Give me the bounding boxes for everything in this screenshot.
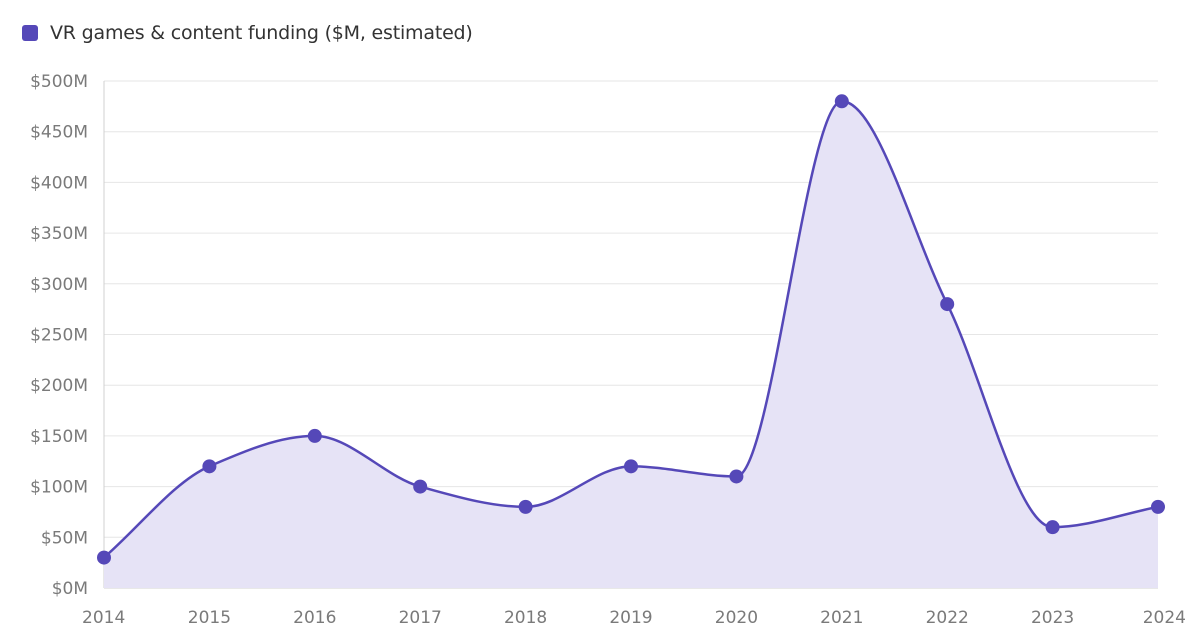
x-tick-label: 2015: [188, 608, 231, 628]
y-tick-label: $50M: [41, 528, 88, 548]
legend-swatch: [22, 25, 38, 41]
y-tick-label: $250M: [30, 326, 88, 346]
legend-label: VR games & content funding ($M, estimate…: [50, 22, 473, 44]
data-point[interactable]: [518, 499, 533, 514]
y-tick-label: $150M: [30, 427, 88, 447]
x-tick-label: 2021: [820, 608, 863, 628]
legend: VR games & content funding ($M, estimate…: [22, 22, 473, 44]
y-tick-label: $500M: [30, 72, 88, 92]
area-layer: [104, 101, 1158, 588]
point-layer: [97, 94, 1165, 565]
data-point[interactable]: [413, 479, 428, 494]
data-point[interactable]: [940, 297, 955, 312]
x-tick-label: 2017: [399, 608, 442, 628]
x-tick-label: 2020: [715, 608, 758, 628]
x-tick-label: 2016: [293, 608, 336, 628]
data-point[interactable]: [729, 469, 744, 484]
x-tick-labels: 2014 2015 2016 2017 2018 2019 2020 2021 2022 2023…: [82, 608, 1186, 628]
x-tick-label: 2019: [609, 608, 652, 628]
y-tick-label: $300M: [30, 275, 88, 295]
data-point[interactable]: [202, 459, 217, 474]
series-area: [104, 101, 1158, 588]
y-tick-label: $200M: [30, 376, 88, 396]
x-tick-label: 2023: [1031, 608, 1074, 628]
data-point[interactable]: [1045, 520, 1060, 535]
y-tick-label: $350M: [30, 224, 88, 244]
data-point[interactable]: [624, 459, 638, 474]
y-tick-label: $100M: [30, 478, 88, 498]
y-tick-labels: $0M $50M $100M $150M $200M $250M $300M $350M $40…: [30, 72, 88, 599]
x-tick-label: 2024: [1143, 608, 1186, 628]
data-point[interactable]: [1151, 499, 1165, 514]
x-tick-label: 2018: [504, 608, 547, 628]
y-tick-label: $450M: [30, 123, 88, 143]
x-tick-label: 2022: [926, 608, 969, 628]
data-point[interactable]: [834, 94, 849, 109]
y-tick-label: $400M: [30, 173, 88, 193]
data-point[interactable]: [307, 428, 322, 443]
y-tick-label: $0M: [52, 579, 88, 599]
x-tick-label: 2014: [82, 608, 125, 628]
data-point[interactable]: [97, 550, 111, 565]
